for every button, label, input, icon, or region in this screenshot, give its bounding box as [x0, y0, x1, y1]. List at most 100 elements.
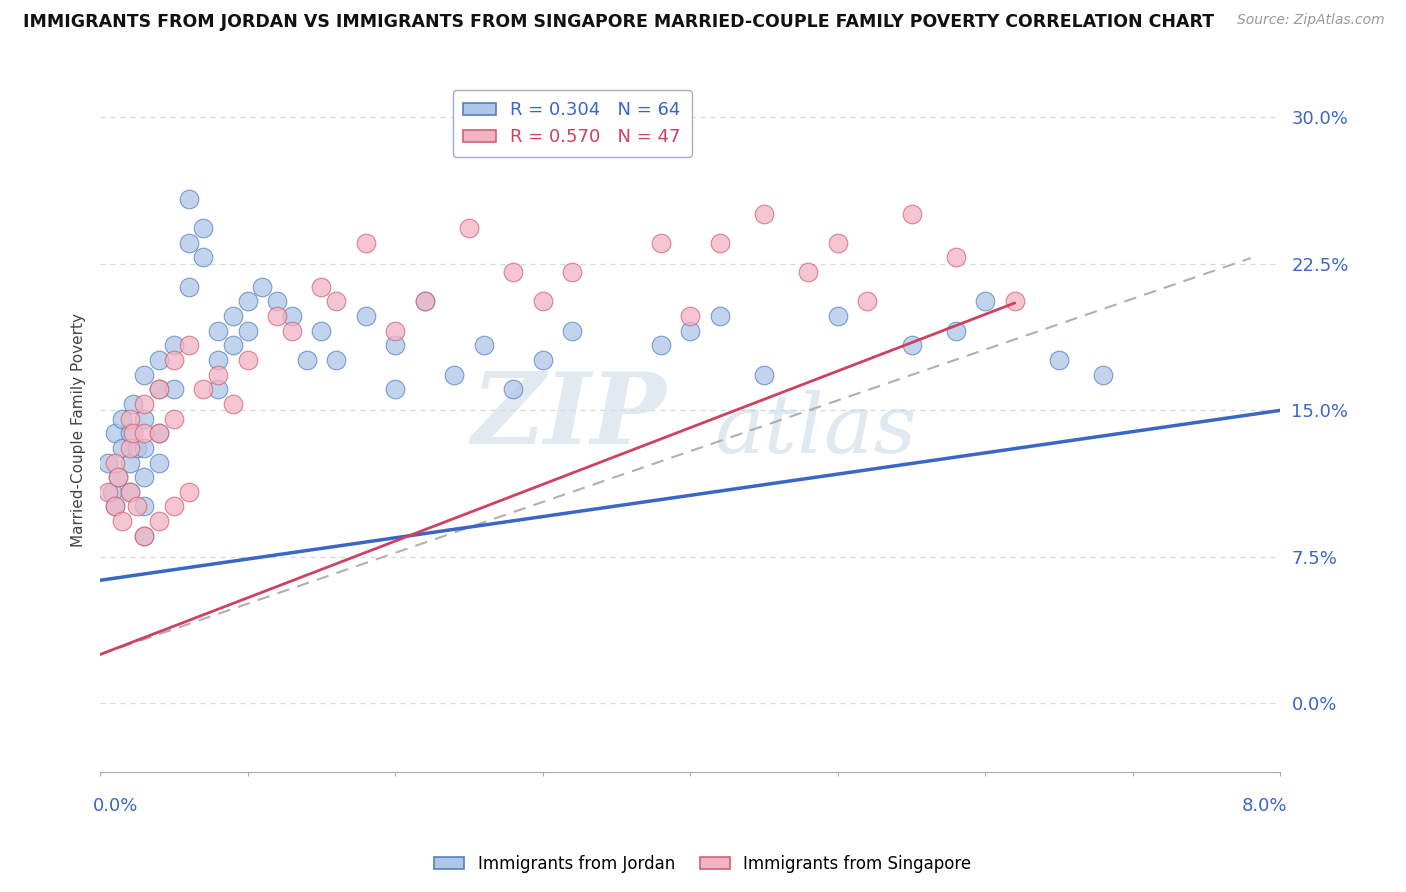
Point	[134, 648, 156, 662]
Text: Source: ZipAtlas.com: Source: ZipAtlas.com	[1237, 13, 1385, 28]
Point	[650, 520, 672, 534]
Legend: Immigrants from Jordan, Immigrants from Singapore: Immigrants from Jordan, Immigrants from …	[427, 848, 979, 880]
Legend: R = 0.304   N = 64, R = 0.570   N = 47: R = 0.304 N = 64, R = 0.570 N = 47	[453, 90, 692, 157]
Point	[163, 520, 186, 534]
Point	[107, 608, 129, 623]
Point	[531, 530, 554, 544]
Point	[561, 510, 583, 524]
Point	[148, 530, 170, 544]
Point	[856, 491, 879, 506]
Point	[207, 530, 229, 544]
Point	[193, 442, 215, 457]
Point	[236, 491, 259, 506]
Point	[945, 510, 967, 524]
Point	[443, 540, 465, 554]
Point	[96, 599, 118, 613]
Point	[193, 549, 215, 564]
Point	[236, 530, 259, 544]
Point	[679, 510, 702, 524]
Point	[797, 267, 820, 281]
Point	[384, 549, 406, 564]
Point	[134, 608, 156, 623]
Point	[325, 530, 347, 544]
Point	[797, 472, 820, 486]
Point	[148, 599, 170, 613]
Point	[118, 579, 141, 593]
Point	[900, 520, 922, 534]
Point	[252, 482, 274, 496]
Point	[134, 628, 156, 642]
Point	[177, 618, 200, 632]
Point	[177, 482, 200, 496]
Point	[502, 549, 524, 564]
Point	[1047, 530, 1070, 544]
Y-axis label: Married-Couple Family Poverty: Married-Couple Family Poverty	[72, 313, 86, 547]
Point	[354, 501, 377, 516]
Point	[118, 589, 141, 603]
Point	[177, 452, 200, 467]
Point	[974, 491, 997, 506]
Point	[118, 618, 141, 632]
Point	[281, 501, 304, 516]
Point	[148, 579, 170, 593]
Point	[945, 462, 967, 476]
Point	[222, 520, 245, 534]
Point	[1195, 178, 1218, 193]
Point	[134, 648, 156, 662]
Point	[111, 569, 134, 583]
Point	[148, 579, 170, 593]
Point	[384, 520, 406, 534]
Point	[207, 510, 229, 524]
Point	[163, 569, 186, 583]
Point	[413, 491, 436, 506]
Point	[163, 530, 186, 544]
Point	[709, 501, 731, 516]
Point	[207, 540, 229, 554]
Point	[1092, 540, 1115, 554]
Point	[107, 608, 129, 623]
Point	[531, 491, 554, 506]
Point	[752, 433, 775, 447]
Point	[827, 501, 849, 516]
Text: IMMIGRANTS FROM JORDAN VS IMMIGRANTS FROM SINGAPORE MARRIED-COUPLE FAMILY POVERT: IMMIGRANTS FROM JORDAN VS IMMIGRANTS FRO…	[22, 13, 1215, 31]
Point	[222, 501, 245, 516]
Point	[605, 296, 627, 310]
Point	[118, 599, 141, 613]
Point	[384, 510, 406, 524]
Point	[605, 306, 627, 320]
Point	[281, 510, 304, 524]
Point	[207, 549, 229, 564]
Point	[325, 491, 347, 506]
Point	[104, 599, 127, 613]
Point	[148, 549, 170, 564]
Point	[177, 423, 200, 437]
Point	[650, 452, 672, 467]
Point	[561, 472, 583, 486]
Point	[458, 442, 481, 457]
Point	[236, 510, 259, 524]
Text: ZIP: ZIP	[471, 368, 666, 465]
Point	[752, 540, 775, 554]
Point	[193, 462, 215, 476]
Point	[134, 559, 156, 574]
Point	[96, 618, 118, 632]
Point	[104, 579, 127, 593]
Point	[163, 628, 186, 642]
Point	[125, 589, 148, 603]
Point	[134, 540, 156, 554]
Point	[118, 618, 141, 632]
Point	[311, 510, 333, 524]
Point	[354, 452, 377, 467]
Point	[101, 618, 124, 632]
Point	[118, 569, 141, 583]
Point	[111, 638, 134, 652]
Point	[148, 638, 170, 652]
Text: 0.0%: 0.0%	[93, 797, 139, 814]
Point	[134, 589, 156, 603]
Point	[121, 579, 143, 593]
Point	[827, 452, 849, 467]
Point	[163, 549, 186, 564]
Point	[709, 452, 731, 467]
Point	[222, 559, 245, 574]
Text: 8.0%: 8.0%	[1241, 797, 1288, 814]
